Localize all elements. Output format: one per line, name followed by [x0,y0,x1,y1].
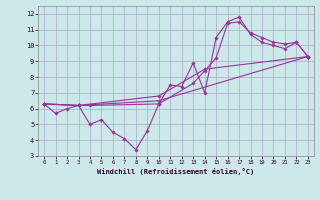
X-axis label: Windchill (Refroidissement éolien,°C): Windchill (Refroidissement éolien,°C) [97,168,255,175]
